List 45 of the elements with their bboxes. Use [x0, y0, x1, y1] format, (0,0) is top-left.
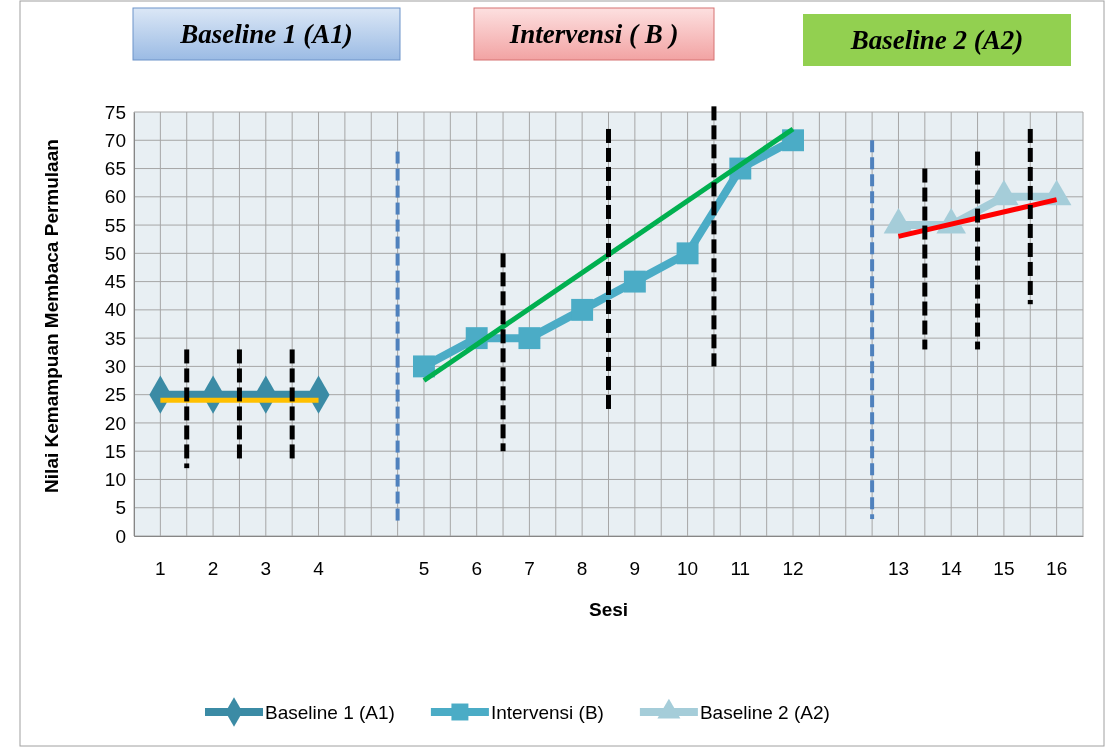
- point: [676, 242, 699, 265]
- point: [623, 270, 646, 293]
- x-tick-label: 11: [730, 558, 751, 580]
- text: Intervensi ( B ): [508, 19, 679, 49]
- y-tick-label: 70: [104, 129, 126, 151]
- y-tick-label: 0: [115, 525, 126, 547]
- point: [571, 298, 594, 321]
- x-tick-label: 13: [887, 558, 910, 580]
- legend-label: Baseline 2 (A2): [699, 702, 830, 723]
- x-tick-label: 2: [207, 558, 219, 580]
- x-tick-label: 1: [155, 558, 166, 580]
- y-tick-label: 10: [104, 469, 126, 491]
- x-tick-label: 15: [993, 558, 1015, 580]
- y-tick-label: 5: [115, 497, 126, 519]
- y-axis-title: Nilai Kemampuan Membaca Permulaan: [41, 139, 62, 493]
- x-tick-label: 12: [782, 558, 804, 580]
- y-tick-label: 15: [104, 440, 126, 462]
- y-tick-label: 25: [104, 384, 126, 406]
- legend-label: Intervensi (B): [490, 702, 604, 723]
- x-tick-label: 8: [576, 558, 588, 580]
- x-tick-label: 7: [524, 558, 535, 580]
- x-tick-label: 5: [418, 558, 430, 580]
- x-axis-title: Sesi: [588, 599, 629, 620]
- y-tick-label: 35: [104, 327, 126, 349]
- y-tick-label: 60: [104, 186, 126, 208]
- y-tick-label: 30: [104, 355, 126, 377]
- y-tick-label: 20: [104, 412, 126, 434]
- legend-label: Baseline 1 (A1): [265, 702, 395, 723]
- x-tick-label: 3: [260, 558, 272, 580]
- x-tick-label: 4: [313, 558, 325, 580]
- x-tick-label: 16: [1046, 558, 1068, 580]
- y-tick-label: 45: [104, 271, 126, 293]
- point: [518, 327, 541, 350]
- x-tick-label: 9: [629, 558, 641, 580]
- y-tick-label: 50: [104, 242, 126, 264]
- y-tick-label: 65: [104, 158, 126, 180]
- x-tick-label: 10: [677, 558, 699, 580]
- y-tick-label: 75: [104, 101, 126, 123]
- x-tick-label: 14: [940, 558, 963, 580]
- point: [413, 355, 435, 378]
- y-tick-label: 40: [104, 299, 126, 321]
- x-tick-label: 6: [471, 558, 482, 580]
- text: Baseline 2 (A2): [849, 25, 1024, 55]
- text: Baseline 1 (A1): [179, 19, 353, 49]
- y-tick-label: 55: [104, 214, 126, 236]
